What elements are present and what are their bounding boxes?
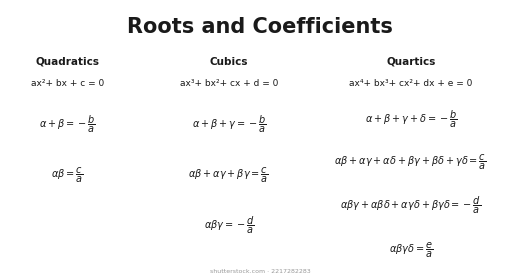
Text: $\alpha\beta + \alpha\gamma + \beta\gamma = \dfrac{c}{a}$: $\alpha\beta + \alpha\gamma + \beta\gamm… bbox=[188, 165, 269, 185]
Text: $\alpha\beta + \alpha\gamma + \alpha\delta + \beta\gamma + \beta\delta + \gamma\: $\alpha\beta + \alpha\gamma + \alpha\del… bbox=[334, 153, 487, 172]
Text: Roots and Coefficients: Roots and Coefficients bbox=[127, 17, 393, 37]
Text: ax³+ bx²+ cx + d = 0: ax³+ bx²+ cx + d = 0 bbox=[179, 80, 278, 88]
Text: $\alpha + \beta = -\dfrac{b}{a}$: $\alpha + \beta = -\dfrac{b}{a}$ bbox=[39, 114, 96, 135]
Text: Quartics: Quartics bbox=[386, 57, 435, 67]
Text: $\alpha + \beta + \gamma = -\dfrac{b}{a}$: $\alpha + \beta + \gamma = -\dfrac{b}{a}… bbox=[191, 114, 266, 135]
Text: shutterstock.com · 2217282283: shutterstock.com · 2217282283 bbox=[210, 269, 310, 274]
Text: $\alpha\beta = \dfrac{c}{a}$: $\alpha\beta = \dfrac{c}{a}$ bbox=[51, 165, 84, 185]
Text: ax²+ bx + c = 0: ax²+ bx + c = 0 bbox=[31, 80, 104, 88]
Text: Cubics: Cubics bbox=[210, 57, 248, 67]
Text: $\alpha\beta\gamma + \alpha\beta\delta + \alpha\gamma\delta + \beta\gamma\delta : $\alpha\beta\gamma + \alpha\beta\delta +… bbox=[340, 195, 482, 216]
Text: ax⁴+ bx³+ cx²+ dx + e = 0: ax⁴+ bx³+ cx²+ dx + e = 0 bbox=[349, 80, 473, 88]
Text: $\alpha\beta\gamma = -\dfrac{d}{a}$: $\alpha\beta\gamma = -\dfrac{d}{a}$ bbox=[203, 215, 254, 236]
Text: $\alpha + \beta + \gamma + \delta = -\dfrac{b}{a}$: $\alpha + \beta + \gamma + \delta = -\df… bbox=[365, 109, 457, 130]
Text: $\alpha\beta\gamma\delta = \dfrac{e}{a}$: $\alpha\beta\gamma\delta = \dfrac{e}{a}$ bbox=[388, 241, 433, 260]
Text: Quadratics: Quadratics bbox=[35, 57, 100, 67]
